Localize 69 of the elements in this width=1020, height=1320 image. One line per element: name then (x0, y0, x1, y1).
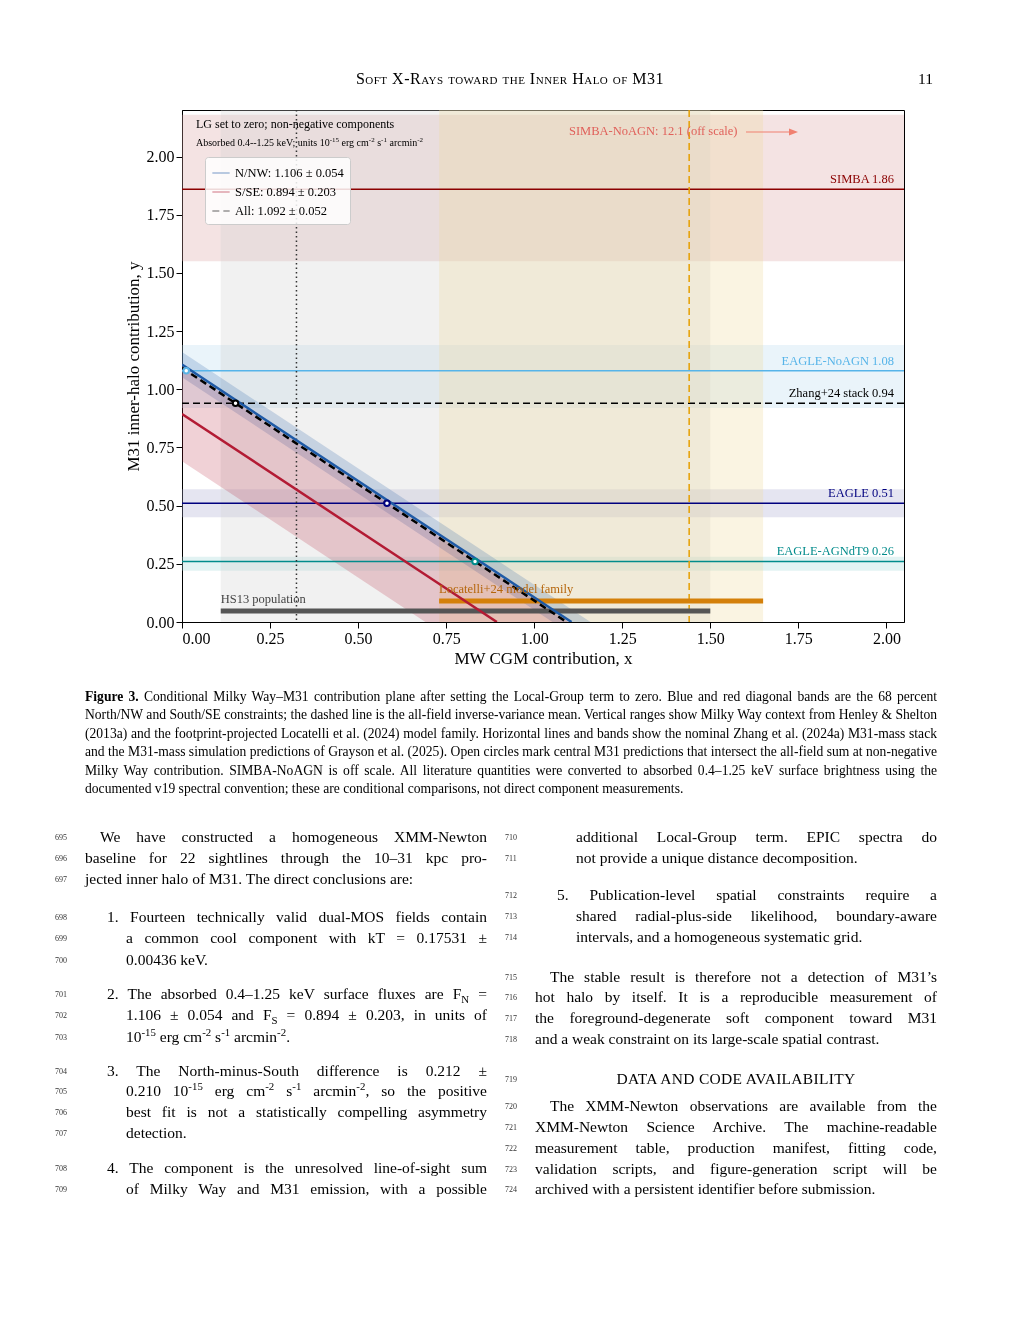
text: 699 a common cool component with kT = 0.17531 ± (55, 929, 487, 946)
x-tick-label: 1.00 (520, 629, 549, 647)
text: 712 5. Publication-level spatial constraints require a (505, 886, 937, 903)
y-tick-label: 0.25 (146, 555, 175, 573)
text: 700 0.00436 keV. (55, 951, 208, 968)
ref-line-label: EAGLE-NoAGN 1.08 (781, 353, 894, 368)
text: 713 shared radial-plus-side likelihood, boundary-aware (505, 907, 937, 924)
text: Soft X-Rays toward the Inner Halo of M31 (355, 70, 665, 87)
y-tick-label: 1.75 (146, 206, 175, 224)
text: 720 The XMM-Newton observations are available from the (505, 1097, 937, 1114)
ref-line-label: EAGLE 0.51 (828, 486, 894, 501)
annotation: HS13 population (220, 592, 307, 607)
text: 721 XMM-Newton Science Archive. The machine-readable (505, 1118, 937, 1135)
x-tick-label: 1.50 (696, 629, 725, 647)
text: 697 jected inner halo of M31. The direct conclusions are: (55, 870, 414, 887)
y-axis-title: M31 inner-halo contribution, y (123, 260, 143, 472)
point (471, 557, 479, 566)
x-axis-title: MW CGM contribution, x (454, 648, 634, 668)
text: 704 3. The North-minus-South difference is 0.212 ± (55, 1062, 487, 1079)
y-tick-label: 1.25 (146, 322, 175, 340)
y-tick-label: 0.75 (146, 438, 175, 456)
text: 701 2. The absorbed 0.4–1.25 keV surface fluxes are F$_{N}$ = (55, 985, 487, 1006)
x-tick-label: 2.00 (872, 629, 901, 647)
point (182, 366, 190, 375)
text: 695 We have constructed a homogeneous XMM-Newton (55, 828, 487, 845)
text: 698 1. Fourteen technically valid dual-MOS fields contain (55, 908, 487, 925)
point (383, 499, 391, 508)
x-tick-label: 0.75 (432, 629, 461, 647)
text: 706 best fit is not a statistically compelling asymmetry (55, 1103, 487, 1120)
text: 707 detection. (55, 1124, 187, 1141)
y-tick-label: 2.00 (146, 148, 175, 166)
text: 718 and a weak constraint on its large-scale spatial contrast. (505, 1030, 880, 1047)
y-tick-label: 1.50 (146, 264, 175, 282)
ref-line-label: SIMBA 1.86 (830, 172, 894, 187)
text: 714 intervals, and a homogeneous systematic grid. (505, 928, 863, 945)
x-tick-label: 0.50 (344, 629, 373, 647)
text: 723 validation scripts, and figure-generation script will be (505, 1160, 937, 1177)
y-tick-label: 1.00 (146, 380, 175, 398)
x-tick-label: 1.25 (608, 629, 637, 647)
text: 724 archived with a persistent identifier before submission. (505, 1180, 876, 1197)
annotation: Absorbed 0.4--1.25 keV; units 10$^{-15}$ erg cm$^{-2}$ s$^{-1}$ arcmin$^{-2}$ (196, 135, 424, 148)
y-tick-label: 0.50 (146, 497, 175, 515)
annotation: LG set to zero; non-negative components (196, 117, 395, 132)
text: 715 The stable result is therefore not a detection of M31’s (505, 968, 937, 985)
legend-label: N/NW: 1.106 ± 0.054 (235, 166, 345, 180)
y-tick-label: 0.00 (146, 613, 175, 631)
x-tick-label: 1.75 (784, 629, 813, 647)
annotation: SIMBA-NoAGN: 12.1 (off scale) (569, 124, 738, 139)
ref-line-label: EAGLE-AGNdT9 0.26 (776, 544, 894, 559)
text: 702 1.106 ± 0.054 and F$_{S}$ = 0.894 ± 0.203, in units of (55, 1006, 487, 1027)
legend-label: S/SE: 0.894 ± 0.203 (235, 185, 336, 199)
point (231, 399, 240, 407)
text: 717 the foreground-degenerate soft component toward M31 (505, 1009, 937, 1026)
x-tick-label: 0.00 (182, 629, 211, 647)
x-tick-label: 0.25 (256, 629, 285, 647)
text: 710 additional Local-Group term. EPIC spectra do (505, 828, 937, 845)
text: 722 measurement table, production manifest, fitting code, (505, 1139, 937, 1156)
text: 703 10$^{-15}$ erg cm$^{-2}$ s$^{-1}$ arcmin$^{-2}$. (55, 1025, 291, 1045)
text: 696 baseline for 22 sightlines through the 10–31 kpc pro- (55, 849, 487, 866)
ref-line-label: Zhang+24 stack 0.94 (788, 386, 895, 401)
caption: Figure 3. Conditional Milky Way–M31 contribution plane after setting the Local-Group term to zero. Blue and red diagonal bands are the 68 percent North/NW and South/SE constraints; the dashed line is the all-field inverse-variance mean. Vertical ranges show Milky Way context from Henley & Shelton (2013a) and the footprint-projected Locatelli et al. (2024) model family. Horizontal lines and bands show the nominal Zhang et al. (2024a) M31-mass stack and the M31-mass simulation predictions of Grayson et al. (2025). Open circles mark central M31 predictions that intersect the all-field sum at non-negative Milky Way contribution. SIMBA-NoAGN is off scale. All literature quantities were converted to absorbed 0.4–1.25 keV surface brightness using the documented v19 spectral convention; these are conditional comparisons, not direct component measurements. (85, 688, 937, 799)
text: 719 DATA AND CODE AVAILABILITY (505, 1070, 856, 1087)
text: 716 hot halo by itself. It is a reproducible measurement of (505, 988, 937, 1005)
text: 711 not provide a unique distance decomposition. (505, 849, 858, 866)
text: 709 of Milky Way and M31 emission, with a possible (55, 1180, 487, 1197)
text: 705 0.210 10$^{-15}$ erg cm$^{-2}$ s$^{-1}$ arcmin$^{-2}$, so the positive (55, 1079, 487, 1099)
text: 708 4. The component is the unresolved line-of-sight sum (55, 1159, 487, 1176)
text: 11 (918, 70, 933, 88)
legend-label: All: 1.092 ± 0.052 (235, 204, 327, 218)
